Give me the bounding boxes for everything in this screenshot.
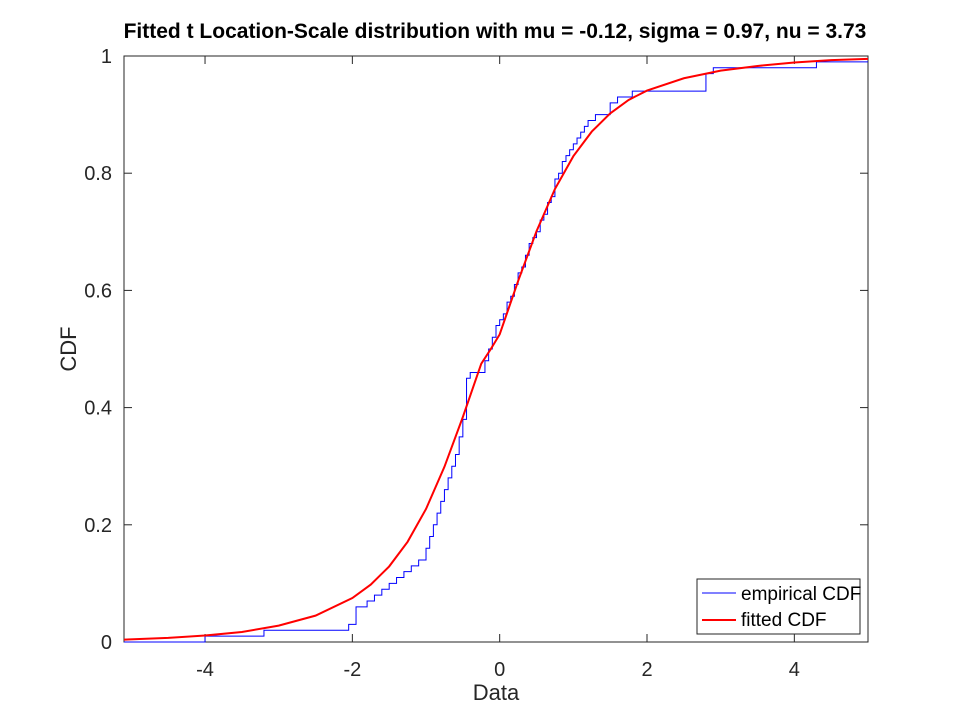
- y-axis-label: CDF: [56, 326, 81, 371]
- plot-area: -4 -2 0 2 4 0 0.2 0.4 0.6 0.8 1: [84, 46, 869, 681]
- legend-label-fitted: fitted CDF: [741, 610, 827, 631]
- y-tick-label: 0: [101, 632, 112, 654]
- x-tick-label: 2: [641, 659, 652, 681]
- fitted-cdf-line: [123, 57, 869, 641]
- legend-label-empirical: empirical CDF: [741, 584, 861, 605]
- chart-title: Fitted t Location-Scale distribution wit…: [124, 20, 867, 43]
- x-tick-labels: -4 -2 0 2 4: [196, 659, 800, 681]
- y-tick-label: 0.6: [84, 280, 112, 302]
- y-tick-label: 0.8: [84, 163, 112, 185]
- legend: empirical CDF fitted CDF: [696, 578, 861, 635]
- empirical-cdf-line: [124, 61, 868, 643]
- axes-box: [123, 55, 869, 643]
- series-layer: [123, 57, 869, 643]
- y-tick-label: 1: [101, 46, 112, 68]
- legend-box: [696, 578, 861, 635]
- y-tick-labels: 0 0.2 0.4 0.6 0.8 1: [84, 46, 112, 654]
- x-tick-label: -2: [343, 659, 361, 681]
- y-tick-label: 0.4: [84, 398, 112, 420]
- x-tick-label: 4: [789, 659, 800, 681]
- x-tick-label: -4: [196, 659, 214, 681]
- y-tick-label: 0.2: [84, 515, 112, 537]
- x-tick-label: 0: [494, 659, 505, 681]
- x-axis-label: Data: [473, 680, 520, 705]
